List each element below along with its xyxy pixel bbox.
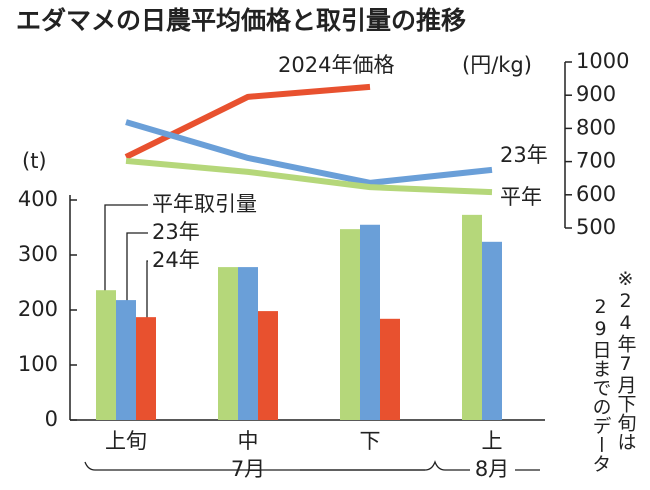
y2-tick-label: 1000 xyxy=(576,49,629,73)
leader-line xyxy=(126,232,148,302)
y2-tick-label: 700 xyxy=(576,149,616,173)
y-tick-label: 300 xyxy=(18,242,58,266)
chart-title: エダマメの日農平均価格と取引量の推移 xyxy=(16,6,466,35)
bar xyxy=(238,267,258,420)
y-tick-label: 0 xyxy=(45,407,58,431)
y2-axis-label: (円/kg) xyxy=(462,53,532,77)
y-tick-label: 400 xyxy=(18,187,58,211)
bar xyxy=(380,318,400,420)
legend-label: 24年 xyxy=(152,248,200,272)
bar xyxy=(116,300,136,420)
legend-label: 23年 xyxy=(152,220,200,244)
legend-label: 平年取引量 xyxy=(152,192,257,216)
bar xyxy=(482,241,502,420)
x-tick-label: 上 xyxy=(482,429,503,453)
line xyxy=(124,83,371,160)
y-tick-label: 100 xyxy=(18,352,58,376)
x-tick-label: 下 xyxy=(360,429,381,453)
month-brace xyxy=(84,460,540,471)
bar xyxy=(340,229,360,420)
y2-tick-label: 600 xyxy=(576,182,616,206)
bar xyxy=(258,311,278,420)
bar xyxy=(136,317,156,420)
line-label: 23年 xyxy=(500,143,548,167)
y2-tick-label: 900 xyxy=(576,82,616,106)
line xyxy=(125,119,493,186)
x-tick-label: 中 xyxy=(238,429,259,453)
leader-line xyxy=(146,260,148,318)
bar xyxy=(96,290,116,420)
y2-tick-label: 800 xyxy=(576,115,616,139)
bar xyxy=(218,267,238,420)
bar xyxy=(360,224,380,420)
note: ※24年7月下旬は xyxy=(615,268,637,451)
line-label: 平年 xyxy=(500,185,542,209)
y-axis-label: (t) xyxy=(22,149,47,173)
y2-tick-label: 500 xyxy=(576,215,616,239)
month-label: 7月 xyxy=(231,457,265,481)
month-label: 8月 xyxy=(475,457,509,481)
note: 29日までのデータ xyxy=(590,296,612,473)
y-tick-label: 200 xyxy=(18,297,58,321)
bar xyxy=(462,214,482,420)
x-tick-label: 上旬 xyxy=(105,429,147,453)
leader-line xyxy=(104,204,148,292)
line-label: 2024年価格 xyxy=(278,53,394,77)
line xyxy=(125,157,493,196)
